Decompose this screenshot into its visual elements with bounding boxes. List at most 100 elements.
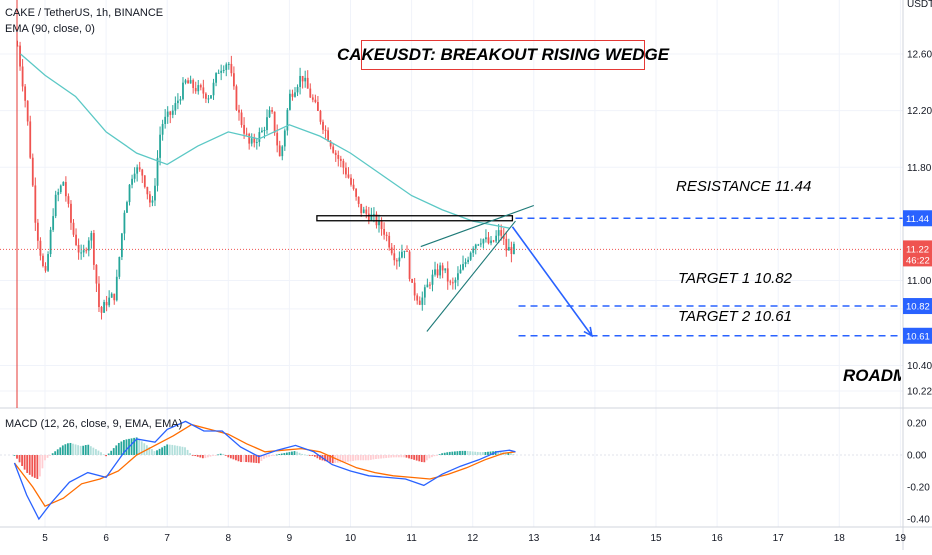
candle-body — [26, 100, 29, 122]
macd-histogram-bar — [97, 450, 100, 455]
wedge-lower-line — [426, 220, 516, 332]
macd-histogram-bar — [209, 455, 212, 457]
ema-legend: EMA (90, close, 0) — [5, 23, 95, 35]
candle-body — [276, 132, 279, 146]
macd-histogram-bar — [372, 455, 375, 460]
macd-histogram-bar — [438, 454, 441, 456]
macd-histogram-bar — [296, 451, 298, 455]
candle-body — [439, 265, 442, 276]
candle-body — [225, 64, 228, 70]
macd-histogram-bar — [69, 442, 72, 455]
candle-body — [289, 93, 291, 110]
candle-body — [398, 257, 401, 262]
candle-body — [393, 253, 396, 261]
macd-histogram-bar — [148, 447, 151, 455]
macd-histogram-bar — [326, 455, 329, 462]
price-tick-label: 10.40 — [907, 361, 932, 372]
macd-histogram-bar — [497, 451, 500, 455]
candle-body — [204, 93, 207, 99]
chart-title: CAKEUSDT: BREAKOUT RISING WEDGE — [337, 40, 669, 70]
candle-body — [317, 102, 319, 111]
macd-histogram-bar — [487, 451, 489, 455]
candle-body — [250, 138, 253, 144]
macd-histogram-bar — [61, 445, 64, 455]
candle-body — [413, 282, 416, 296]
time-tick-label: 18 — [834, 533, 846, 544]
macd-histogram-bar — [341, 455, 344, 463]
macd-histogram-bar — [168, 444, 171, 455]
macd-histogram-bar — [54, 451, 57, 455]
candle-body — [355, 188, 358, 197]
candle-body — [418, 300, 421, 305]
candle-body — [434, 269, 436, 275]
macd-histogram-bar — [308, 455, 311, 456]
macd-histogram-bar — [359, 455, 362, 461]
macd-histogram-bar — [84, 445, 87, 455]
macd-histogram-bar — [140, 441, 143, 455]
candle-body — [388, 235, 391, 248]
macd-histogram-bar — [453, 451, 456, 455]
signal-line — [13, 423, 516, 508]
price-tick-label: 11.00 — [907, 276, 932, 287]
macd-histogram-bar — [364, 455, 367, 461]
candle-body — [215, 73, 217, 83]
candle-body — [482, 239, 485, 244]
candle-body — [21, 66, 24, 87]
level-price-text: 10.82 — [906, 302, 930, 313]
time-tick-label: 9 — [287, 533, 293, 544]
candle-body — [322, 121, 324, 130]
macd-histogram-bar — [428, 455, 431, 459]
candle-body — [401, 251, 403, 258]
macd-histogram-bar — [95, 449, 97, 455]
macd-histogram-bar — [448, 451, 451, 455]
candle-body — [365, 209, 368, 214]
candle-body — [235, 86, 238, 110]
macd-histogram-bar — [28, 455, 31, 475]
macd-histogram-bar — [390, 455, 393, 458]
candle-body — [281, 146, 284, 157]
macd-histogram-bar — [227, 455, 230, 458]
candle-body — [47, 254, 49, 271]
macd-histogram-bar — [235, 455, 237, 461]
candle-body — [370, 214, 373, 221]
candle-body — [485, 237, 487, 240]
candle-body — [360, 203, 363, 214]
macd-histogram-bar — [415, 455, 418, 461]
macd-histogram-bar — [446, 452, 449, 455]
candle-body — [87, 240, 90, 251]
macd-histogram-bar — [46, 455, 49, 458]
macd-tick-label: 0.00 — [907, 451, 927, 462]
macd-histogram-bar — [31, 455, 34, 477]
macd-histogram-bar — [466, 450, 469, 455]
candle-body — [100, 307, 103, 313]
macd-histogram-bar — [173, 445, 176, 455]
macd-histogram-bar — [102, 454, 105, 456]
candle-body — [271, 110, 273, 112]
candle-body — [64, 181, 67, 197]
candle-body — [477, 244, 480, 246]
candle-body — [194, 88, 197, 92]
macd-histogram-bar — [285, 452, 288, 455]
macd-histogram-bar — [36, 455, 39, 479]
candle-body — [108, 297, 111, 306]
candle-body — [31, 157, 34, 186]
macd-histogram-bar — [385, 455, 388, 459]
macd-histogram-bar — [64, 444, 67, 455]
candle-body — [403, 250, 406, 252]
price-tick-label: 12.20 — [907, 106, 932, 117]
macd-histogram-bar — [166, 444, 169, 455]
candle-body — [319, 110, 322, 122]
candle-body — [451, 282, 454, 284]
macd-histogram-bar — [311, 455, 314, 456]
macd-histogram-bar — [263, 455, 265, 459]
candle-body — [339, 158, 342, 161]
candle-body — [347, 174, 350, 178]
candle-body — [159, 134, 161, 158]
candle-body — [462, 264, 464, 270]
candle-body — [390, 247, 393, 254]
macd-histogram-bar — [339, 455, 342, 463]
macd-tick-label: -0.40 — [907, 515, 930, 526]
time-tick-label: 6 — [103, 533, 109, 544]
candle-body — [136, 167, 139, 174]
